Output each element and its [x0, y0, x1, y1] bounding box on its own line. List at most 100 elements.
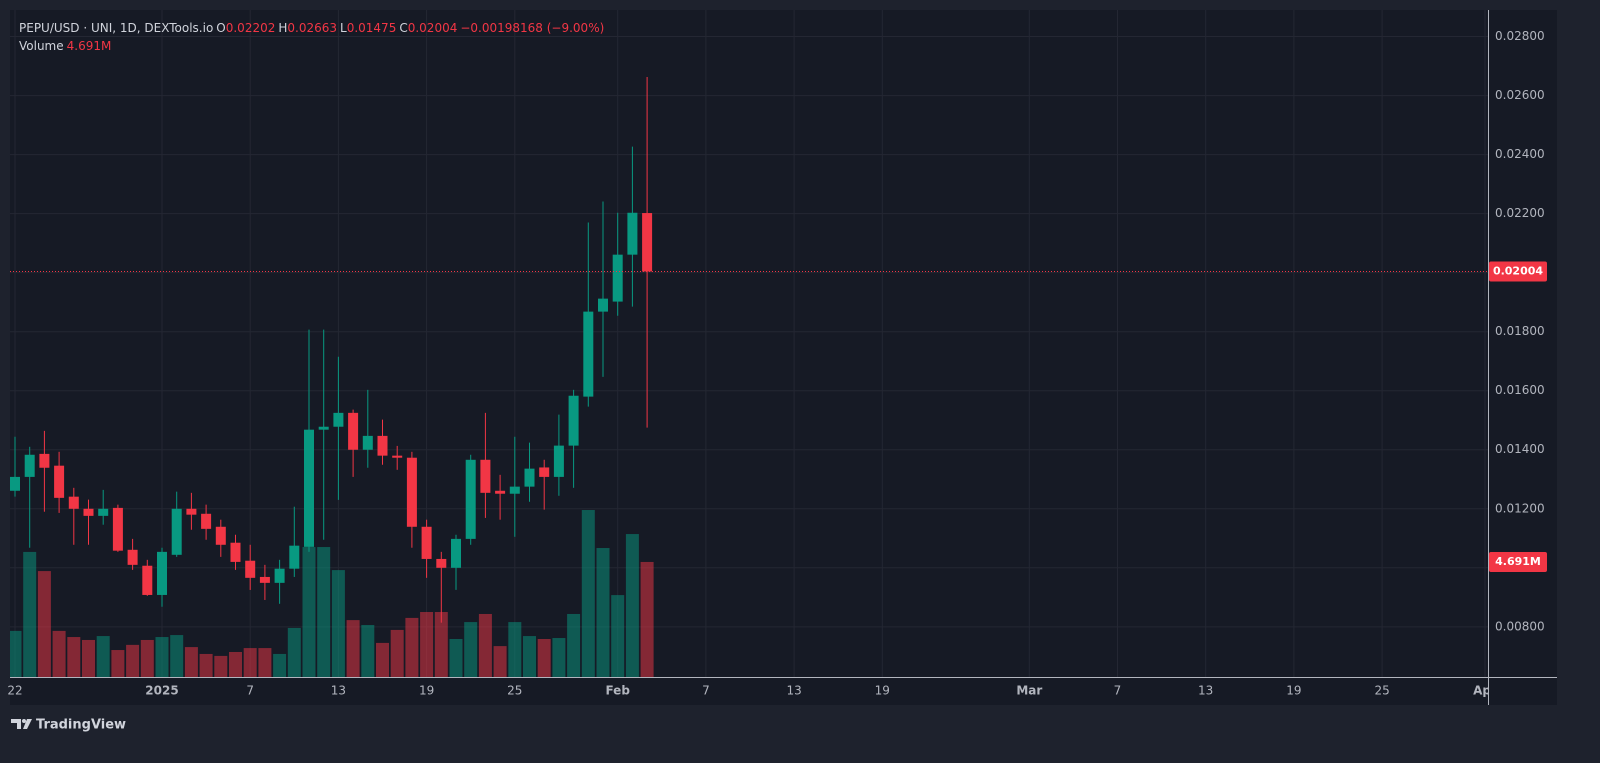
x-tick-label: 22: [7, 684, 22, 698]
volume-bar: [23, 551, 37, 677]
x-tick-label: 7: [1114, 684, 1122, 698]
brand-logo: [11, 719, 32, 729]
candle-body: [289, 545, 300, 569]
candle-body: [392, 455, 403, 458]
volume-bar: [434, 612, 448, 677]
candle-body: [348, 412, 359, 450]
candle-body: [362, 435, 373, 450]
y-tick-label: 0.02200: [1495, 206, 1545, 220]
volume-bar: [82, 639, 95, 677]
candle-body: [68, 496, 79, 509]
volume-bar: [199, 653, 213, 677]
candle-body: [612, 254, 623, 302]
volume-bar: [625, 534, 639, 677]
volume-bar: [552, 638, 566, 677]
axes: 0.008000.010000.012000.014000.016000.018…: [7, 10, 1557, 705]
candle-body: [333, 412, 344, 427]
x-tick-label: Mar: [1016, 684, 1042, 698]
candle-body: [465, 459, 476, 539]
volume-bar: [405, 617, 419, 677]
x-tick-label: 13: [1198, 684, 1213, 698]
candle-body: [127, 549, 138, 565]
candle-body: [451, 538, 461, 568]
volume-bar: [361, 625, 375, 677]
volume-bar: [567, 613, 581, 677]
last-price-tag: 0.02004: [1493, 264, 1543, 277]
volume-name: Volume: [19, 39, 64, 53]
candle-body: [524, 468, 535, 487]
ohlc-value: 0.02004: [407, 21, 458, 35]
volume-bar: [464, 622, 478, 677]
x-tick-label: 19: [1286, 684, 1301, 698]
candle-body: [259, 576, 270, 583]
ohlc-label: L: [340, 21, 347, 35]
volume-value: 4.691M: [66, 39, 112, 53]
candle-body: [83, 508, 94, 516]
candle-body: [274, 568, 285, 583]
candle-body: [245, 560, 256, 578]
candle-body: [406, 457, 417, 527]
x-tick-label: 19: [875, 684, 890, 698]
volume-bar: [170, 635, 184, 677]
y-tick-label: 0.01200: [1495, 501, 1545, 515]
change: −0.00198168 (−9.00%): [460, 21, 605, 35]
y-tick-label: 0.01400: [1495, 442, 1545, 456]
candle-body: [10, 476, 20, 491]
candle-body: [186, 508, 197, 515]
symbol-title: PEPU/USD · UNI, 1D, DEXTools.io: [19, 21, 214, 35]
candle-body: [157, 551, 167, 595]
x-tick-label: 13: [786, 684, 801, 698]
volume-bar: [508, 622, 522, 677]
volume-bar: [67, 637, 81, 677]
candle-body: [436, 558, 447, 568]
volume-bar: [258, 648, 272, 677]
y-tick-label: 0.02800: [1495, 29, 1545, 43]
volume-bar: [155, 637, 169, 677]
candle-body: [509, 486, 520, 494]
y-tick-label: 0.01800: [1495, 324, 1545, 338]
last-price-tag-bg: [1489, 261, 1547, 282]
volume-bar: [449, 638, 463, 677]
volume-bar: [537, 638, 551, 677]
volume-bar: [111, 650, 125, 677]
y-tick-label: 0.02400: [1495, 147, 1545, 161]
ohlc-label: H: [278, 21, 288, 35]
volume-bar: [596, 548, 610, 677]
candle-body: [318, 426, 329, 430]
volume-bar: [376, 642, 389, 677]
volume-bar: [581, 510, 595, 677]
volume-bar: [52, 630, 66, 677]
chart-frame: [10, 10, 1557, 705]
y-tick-label: 0.01600: [1495, 383, 1545, 397]
x-tick-label: 25: [507, 684, 522, 698]
ohlc-label: C: [399, 21, 408, 35]
candle-body: [39, 453, 50, 468]
candle-body: [215, 526, 226, 545]
volume-bar: [611, 595, 625, 677]
volume-bar: [640, 561, 654, 677]
candle-body: [98, 508, 109, 516]
ohlc-value: 0.01475: [346, 21, 397, 35]
volume-bar: [478, 613, 492, 677]
candle-body: [230, 542, 241, 562]
candle-body: [627, 212, 638, 255]
volume-bar: [273, 653, 287, 677]
candle-body: [142, 565, 153, 595]
y-tick-label: 0.00800: [1495, 619, 1545, 633]
candle-body: [377, 435, 388, 456]
volume-bar: [317, 547, 331, 677]
x-tick-label: 25: [1374, 684, 1389, 698]
volume-bar: [390, 629, 404, 677]
ohlc-label: O: [216, 21, 226, 35]
candle-body: [642, 213, 653, 272]
candle-body: [553, 445, 564, 477]
volume-bar: [214, 655, 228, 677]
last-volume-tag-bg: [1489, 551, 1547, 572]
x-tick-label: Feb: [605, 684, 630, 698]
ohlc-value: 0.02663: [287, 21, 338, 35]
volume-bar: [346, 620, 360, 677]
volume-bar: [96, 636, 110, 677]
candle-body: [568, 395, 579, 446]
x-tick-label: 19: [419, 684, 434, 698]
